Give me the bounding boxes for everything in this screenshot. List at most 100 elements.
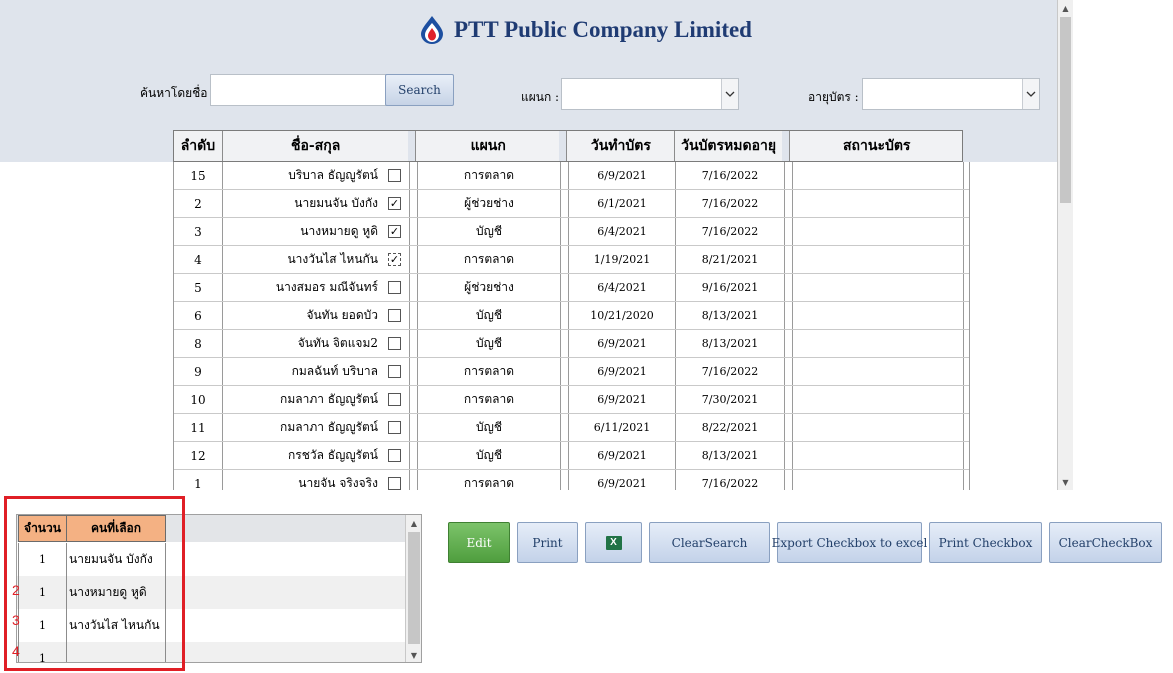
row-checkbox[interactable] xyxy=(388,169,401,182)
scroll-up-icon[interactable]: ▲ xyxy=(406,515,421,531)
row-checkbox[interactable] xyxy=(388,309,401,322)
search-input[interactable] xyxy=(210,74,387,106)
column-separator xyxy=(408,131,417,161)
age-select[interactable] xyxy=(862,78,1040,110)
cell-status xyxy=(793,386,964,413)
scroll-down-icon[interactable]: ▼ xyxy=(1058,474,1073,490)
grid-vertical-scrollbar[interactable]: ▲ ▼ xyxy=(1057,0,1073,490)
col-header-dept[interactable]: แผนก xyxy=(417,131,568,161)
cell-gap xyxy=(561,274,569,301)
row-checkbox[interactable] xyxy=(388,421,401,434)
row-checkbox[interactable] xyxy=(388,393,401,406)
cell-expires: 8/13/2021 xyxy=(676,330,785,357)
department-select[interactable] xyxy=(561,78,739,110)
table-row[interactable]: 5 นางสมอร มณีจันทร์ ผู้ช่วยช่าง 6/4/2021 9/1… xyxy=(174,274,969,302)
cell-selected-name xyxy=(66,642,166,662)
clear-search-button[interactable]: ClearSearch xyxy=(649,522,770,563)
table-row[interactable]: 3 นางหมายดู หูดิ ✓ บัญชี 6/4/2021 7/16/2022 xyxy=(174,218,969,246)
print-checkbox-button[interactable]: Print Checkbox xyxy=(929,522,1042,563)
table-row[interactable]: 10 กมลาภา ธัญญูรัตน์ การตลาด 6/9/2021 7/30/2… xyxy=(174,386,969,414)
row-checkbox[interactable] xyxy=(388,281,401,294)
table-row[interactable]: 9 กมลฉันท์ บริบาล การตลาด 6/9/2021 7/16/2022 xyxy=(174,358,969,386)
cell-issued: 6/9/2021 xyxy=(569,470,676,490)
table-row[interactable]: 12 กรชวัล ธัญญูรัตน์ บัญชี 6/9/2021 8/13/202… xyxy=(174,442,969,470)
selected-list[interactable]: จำนวน คนที่เลือก 1 นายมนจัน บังกัง 1 นางหมา… xyxy=(16,514,422,663)
col-header-expires[interactable]: วันบัตรหมดอายุ xyxy=(675,131,791,161)
row-checkbox[interactable] xyxy=(388,449,401,462)
table-row[interactable]: 15 บริบาล ธัญญูรัตน์ การตลาด 6/9/2021 7/16/2… xyxy=(174,162,969,190)
annotation-number: 4 xyxy=(12,643,20,659)
col-header-name[interactable]: ชื่อ-สกุล xyxy=(223,131,417,161)
department-label: แผนก : xyxy=(521,90,560,104)
chevron-down-icon[interactable] xyxy=(721,79,738,109)
col-header-status[interactable]: สถานะบัตร xyxy=(842,138,911,154)
cell-gap xyxy=(785,302,793,329)
cell-expires: 9/16/2021 xyxy=(676,274,785,301)
cell-status xyxy=(793,218,964,245)
cell-status xyxy=(793,246,964,273)
table-row[interactable]: 6 จันทัน ยอดบัว บัญชี 10/21/2020 8/13/2021 xyxy=(174,302,969,330)
cell-expires: 7/16/2022 xyxy=(676,470,785,490)
cell-gap xyxy=(785,190,793,217)
cell-status xyxy=(793,358,964,385)
scroll-up-icon[interactable]: ▲ xyxy=(1058,0,1073,16)
clear-checkbox-button[interactable]: ClearCheckBox xyxy=(1049,522,1162,563)
search-button[interactable]: Search xyxy=(385,74,454,106)
row-checkbox[interactable] xyxy=(388,365,401,378)
cell-issued: 6/9/2021 xyxy=(569,386,676,413)
cell-no: 4 xyxy=(174,246,223,273)
list-item[interactable]: 1 xyxy=(17,642,405,662)
cell-expires: 8/21/2021 xyxy=(676,246,785,273)
cell-expires: 8/13/2021 xyxy=(676,302,785,329)
selected-header-row: จำนวน คนที่เลือก xyxy=(17,515,421,542)
employee-grid[interactable]: 15 บริบาล ธัญญูรัตน์ การตลาด 6/9/2021 7/16/2… xyxy=(173,162,970,490)
row-checkbox[interactable] xyxy=(388,477,401,490)
cell-dept: บัญชี xyxy=(418,414,561,441)
row-checkbox[interactable]: ✓ xyxy=(388,225,401,238)
cell-status xyxy=(793,442,964,469)
grid-header: ลำดับ ชื่อ-สกุล แผนก วันทำบัตร วันบัตรหม… xyxy=(173,130,963,162)
cell-status xyxy=(793,414,964,441)
cell-expires: 7/16/2022 xyxy=(676,358,785,385)
row-checkbox[interactable] xyxy=(388,337,401,350)
col-header-selected[interactable]: คนที่เลือก xyxy=(66,515,166,542)
table-row[interactable]: 11 กมลาภา ธัญญูรัตน์ บัญชี 6/11/2021 8/22/20… xyxy=(174,414,969,442)
table-row[interactable]: 8 จันทัน จิตแจม2 บัญชี 6/9/2021 8/13/2021 xyxy=(174,330,969,358)
col-header-no[interactable]: ลำดับ xyxy=(174,131,223,161)
list-item[interactable]: 1 นางหมายดู หูดิ xyxy=(17,576,405,609)
cell-issued: 6/4/2021 xyxy=(569,218,676,245)
cell-no: 8 xyxy=(174,330,223,357)
list-item[interactable]: 1 นางวันไส ไหนกัน xyxy=(17,609,405,642)
cell-gap xyxy=(561,442,569,469)
col-header-issued[interactable]: วันทำบัตร xyxy=(568,131,675,161)
title-area: PTT Public Company Limited xyxy=(420,12,752,48)
cell-issued: 6/9/2021 xyxy=(569,358,676,385)
chevron-down-icon[interactable] xyxy=(1022,79,1039,109)
cell-no: 2 xyxy=(174,190,223,217)
cell-expires: 7/16/2022 xyxy=(676,190,785,217)
scroll-thumb[interactable] xyxy=(408,532,420,644)
cell-dept: การตลาด xyxy=(418,162,561,189)
scroll-down-icon[interactable]: ▼ xyxy=(406,647,421,662)
cell-gap xyxy=(410,330,418,357)
list-item[interactable]: 1 นายมนจัน บังกัง xyxy=(17,543,405,576)
scroll-thumb[interactable] xyxy=(1060,17,1071,203)
cell-gap xyxy=(410,386,418,413)
table-row[interactable]: 4 นางวันไส ไหนกัน ✓ การตลาด 1/19/2021 8/21/20… xyxy=(174,246,969,274)
excel-icon: X xyxy=(605,535,622,550)
cell-gap xyxy=(785,246,793,273)
export-checkbox-button[interactable]: Export Checkbox to excel xyxy=(772,522,927,563)
print-button[interactable]: Print xyxy=(517,522,578,563)
export-excel-button[interactable]: X xyxy=(585,522,642,563)
table-row[interactable]: 2 นายมนจัน บังกัง ✓ ผู้ช่วยช่าง 6/1/2021 7/16… xyxy=(174,190,969,218)
table-row[interactable]: 1 นายจัน จริงจริง การตลาด 6/9/2021 7/16/2022 xyxy=(174,470,969,490)
cell-gap xyxy=(561,358,569,385)
selected-vertical-scrollbar[interactable]: ▲ ▼ xyxy=(405,515,421,662)
cell-gap xyxy=(561,218,569,245)
row-checkbox[interactable]: ✓ xyxy=(388,253,401,266)
cell-gap xyxy=(561,470,569,490)
cell-no: 9 xyxy=(174,358,223,385)
row-checkbox[interactable]: ✓ xyxy=(388,197,401,210)
cell-dept: บัญชี xyxy=(418,302,561,329)
edit-button[interactable]: Edit xyxy=(448,522,510,563)
